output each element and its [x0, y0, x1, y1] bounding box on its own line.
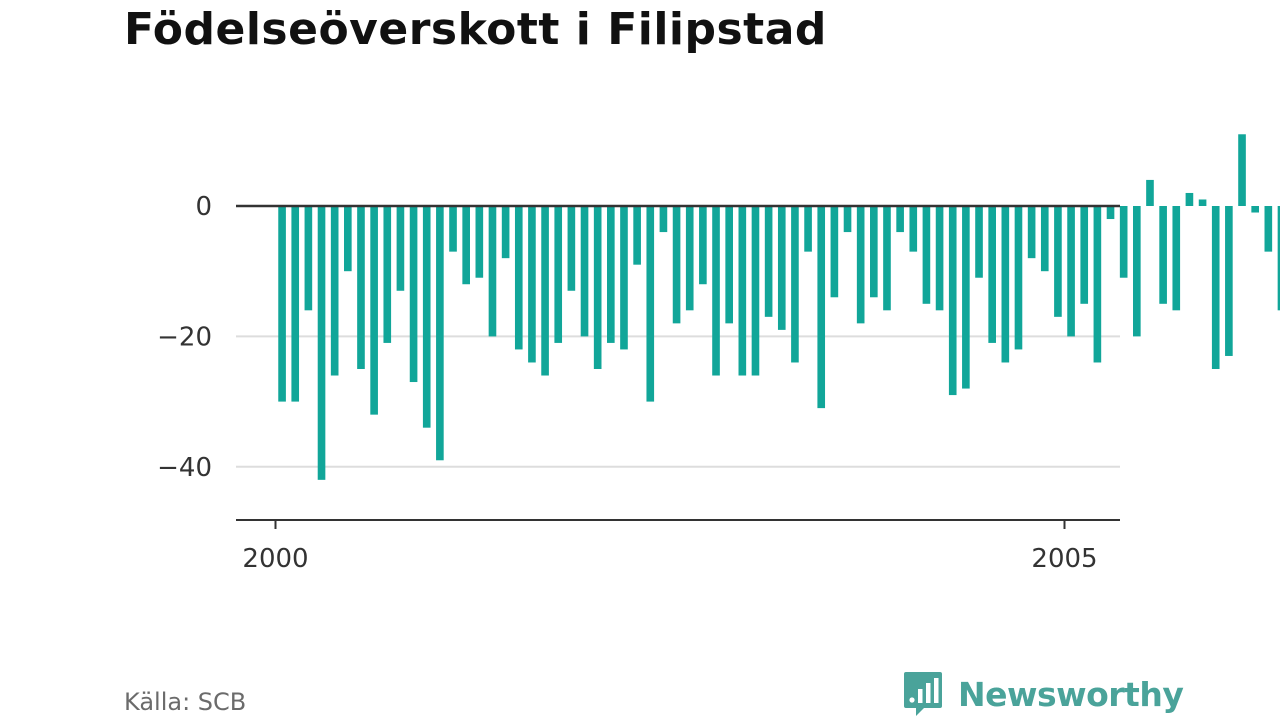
y-tick-label: −20 — [157, 322, 212, 352]
bar — [1133, 206, 1141, 337]
x-tick-label: 2000 — [242, 544, 308, 574]
bar — [1054, 206, 1062, 317]
bar — [962, 206, 970, 389]
bar — [672, 206, 681, 324]
bar — [1172, 206, 1181, 311]
bar — [633, 206, 641, 265]
bar — [422, 206, 431, 428]
bar — [777, 206, 786, 330]
bar — [1014, 206, 1023, 350]
bar — [449, 206, 457, 252]
bar — [1211, 206, 1220, 369]
bar — [843, 206, 852, 233]
bar — [738, 206, 747, 376]
bar — [1225, 206, 1233, 356]
y-tick-label: −40 — [157, 453, 212, 483]
bar — [475, 206, 484, 278]
bar — [699, 206, 707, 285]
bar — [935, 206, 944, 311]
bar — [488, 206, 497, 337]
bar — [764, 206, 773, 317]
bar — [1185, 192, 1194, 206]
bar — [554, 206, 563, 343]
bar — [725, 206, 733, 324]
chart-title: Födelseöverskott i Filipstad — [124, 4, 827, 55]
bar — [567, 206, 576, 291]
bar — [370, 206, 378, 415]
brand-logo[interactable]: Newsworthy — [902, 670, 1184, 718]
bar — [383, 206, 392, 343]
bar — [541, 206, 549, 376]
bar — [712, 206, 720, 376]
bar — [1040, 206, 1049, 272]
bar — [1080, 206, 1089, 304]
bar — [909, 206, 918, 252]
bar — [1198, 199, 1207, 206]
bar-chart: 2000200520102015202020250−20−40 — [157, 134, 1280, 574]
bar — [1119, 206, 1128, 278]
bar — [1093, 206, 1102, 363]
bar — [870, 206, 878, 298]
bar — [1027, 206, 1036, 259]
bar — [357, 206, 365, 369]
bar-chart-speech-bubble-icon — [904, 672, 942, 716]
bar — [1277, 206, 1280, 311]
bar — [593, 206, 602, 369]
bar — [685, 206, 694, 311]
bar — [528, 206, 536, 363]
bar — [1067, 206, 1075, 337]
bar — [896, 206, 904, 233]
bar — [659, 206, 668, 233]
bar — [620, 206, 628, 350]
brand-name: Newsworthy — [958, 674, 1184, 714]
axes — [236, 204, 1120, 529]
source-note: Källa: SCB — [124, 688, 247, 716]
bar — [817, 206, 826, 409]
bar — [1238, 134, 1246, 206]
bar — [1159, 206, 1167, 304]
bar — [1106, 206, 1115, 220]
tick-labels: 2000200520102015202020250−20−40 — [157, 192, 1097, 574]
bar — [607, 206, 615, 343]
bar — [1264, 206, 1273, 252]
bar — [317, 206, 326, 480]
bar — [751, 206, 760, 376]
y-tick-label: 0 — [195, 192, 212, 222]
bar — [580, 206, 589, 337]
bar — [514, 206, 523, 350]
bar — [646, 206, 655, 402]
bar — [304, 206, 313, 311]
bar — [344, 206, 352, 272]
bar — [436, 206, 444, 461]
x-tick-label: 2005 — [1031, 544, 1097, 574]
bar — [883, 206, 891, 311]
bar — [791, 206, 799, 363]
bar — [409, 206, 418, 383]
bar — [1251, 206, 1259, 213]
bar — [278, 206, 286, 402]
bar — [975, 206, 983, 278]
bar — [804, 206, 812, 252]
grid-lines — [236, 335, 1120, 468]
bar — [988, 206, 996, 343]
bar — [830, 206, 839, 298]
bar — [396, 206, 405, 291]
bar — [948, 206, 957, 396]
bar — [1146, 179, 1154, 206]
bar — [291, 206, 300, 402]
bar — [922, 206, 931, 304]
bars — [278, 134, 1280, 480]
bar — [856, 206, 865, 324]
bar — [462, 206, 470, 285]
bar — [1001, 206, 1010, 363]
bar — [330, 206, 339, 376]
bar — [501, 206, 510, 259]
